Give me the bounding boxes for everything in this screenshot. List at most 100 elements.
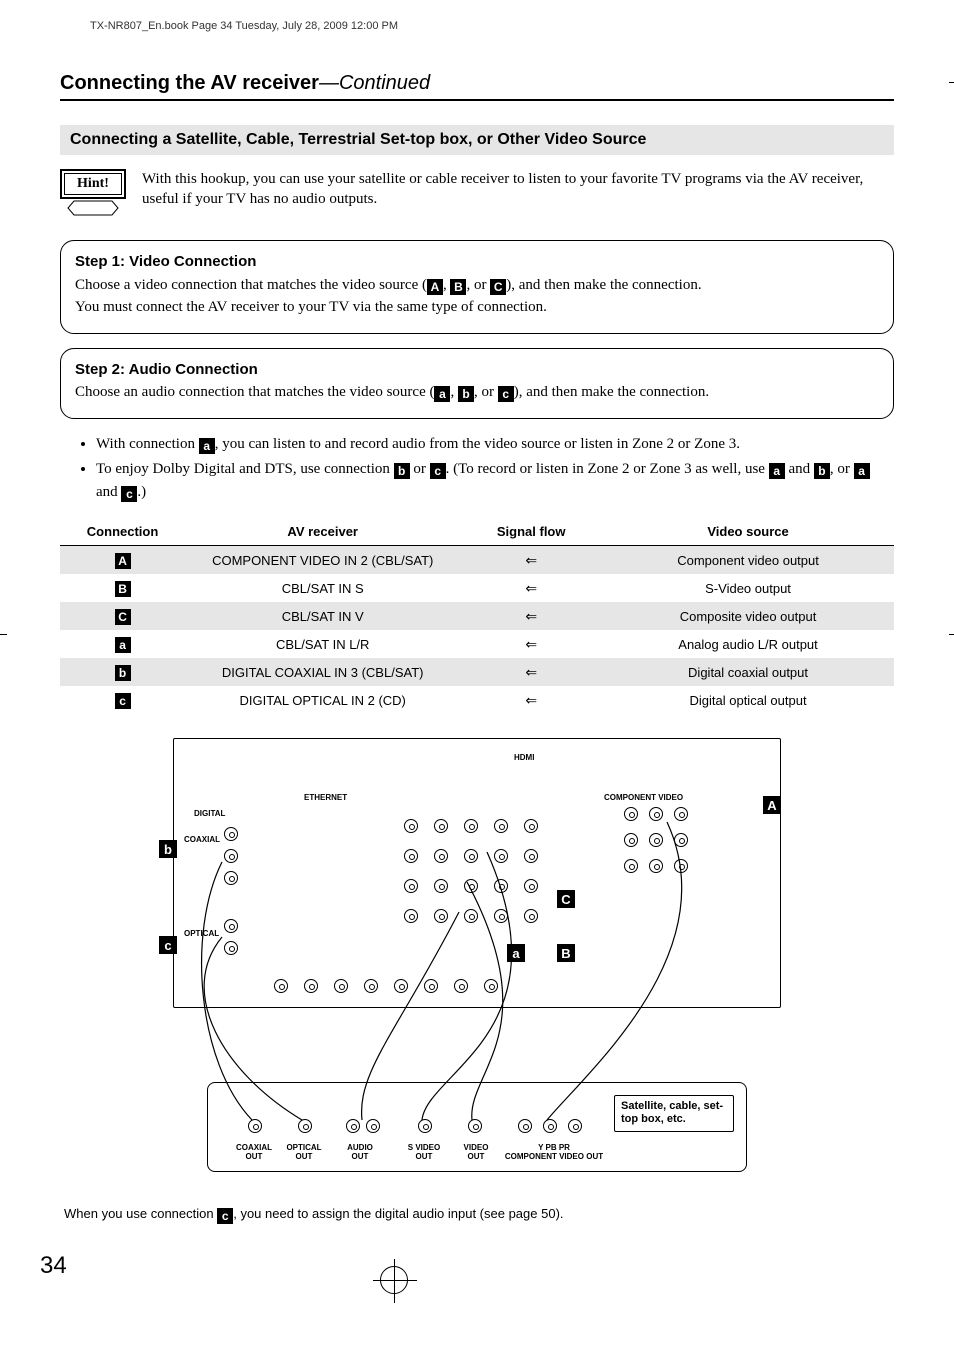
out-label-coax: COAXIAL OUT <box>234 1143 274 1161</box>
step1-line1b: ), and then make the connection. <box>506 277 701 293</box>
badge-c-icon: C <box>490 279 506 295</box>
hint-graphic: Hint! <box>60 169 126 222</box>
cell-source: Digital optical output <box>602 686 894 714</box>
jack-icon <box>224 919 238 933</box>
step1-line1a: Choose a video connection that matches t… <box>75 277 427 293</box>
jack-icon <box>494 879 508 893</box>
badge-c-lc-icon: c <box>430 463 446 479</box>
jack-icon <box>464 819 478 833</box>
jack-icon <box>454 979 468 993</box>
footer-note: When you use connection c, you need to a… <box>64 1206 894 1224</box>
jack-icon <box>524 849 538 863</box>
out-label-svideo: S VIDEO OUT <box>402 1143 446 1161</box>
page-title: Connecting the AV receiver—Continued <box>60 72 894 101</box>
step2-title: Step 2: Audio Connection <box>75 359 879 382</box>
jack-icon <box>524 879 538 893</box>
diag-badge-c-lc: c <box>159 936 177 954</box>
diag-badge-a-uc: A <box>763 796 781 814</box>
out-label-audio: AUDIO OUT <box>340 1143 380 1161</box>
footer-note-b: , you need to assign the digital audio i… <box>233 1206 563 1221</box>
th-connection: Connection <box>60 518 185 546</box>
cell-flow: ⇐ <box>460 658 602 686</box>
jack-icon <box>394 979 408 993</box>
jack-icon <box>674 833 688 847</box>
cell-receiver: CBL/SAT IN S <box>185 574 460 602</box>
page-title-continued: —Continued <box>319 72 430 94</box>
jack-icon <box>274 979 288 993</box>
cell-flow: ⇐ <box>460 630 602 658</box>
diag-label-component: COMPONENT VIDEO <box>604 793 683 802</box>
row-badge: B <box>115 581 131 597</box>
table-row: bDIGITAL COAXIAL IN 3 (CBL/SAT)⇐Digital … <box>60 658 894 686</box>
list-item: With connection a, you can listen to and… <box>96 433 894 456</box>
jack-icon <box>543 1119 557 1133</box>
hint-badge: Hint! <box>60 169 126 199</box>
jack-icon <box>404 819 418 833</box>
page-number: 34 <box>40 1252 894 1280</box>
jack-icon <box>434 849 448 863</box>
jack-icon <box>434 819 448 833</box>
jack-icon <box>224 941 238 955</box>
cell-source: Analog audio L/R output <box>602 630 894 658</box>
jack-icon <box>366 1119 380 1133</box>
badge-a-icon: A <box>427 279 443 295</box>
bullet2c: and <box>785 461 814 477</box>
cell-source: Composite video output <box>602 602 894 630</box>
hint-row: Hint! With this hookup, you can use your… <box>60 169 894 222</box>
cell-flow: ⇐ <box>460 546 602 575</box>
cell-source: Component video output <box>602 546 894 575</box>
diag-badge-b-lc: b <box>159 840 177 858</box>
th-flow: Signal flow <box>460 518 602 546</box>
badge-a-lc-icon: a <box>434 386 450 402</box>
step2-line1: Choose an audio connection that matches … <box>75 381 879 404</box>
out-label-comp: Y PB PR COMPONENT VIDEO OUT <box>504 1143 604 1161</box>
table-row: aCBL/SAT IN L/R⇐Analog audio L/R output <box>60 630 894 658</box>
out-label-video: VIDEO OUT <box>456 1143 496 1161</box>
bullet2a: To enjoy Dolby Digital and DTS, use conn… <box>96 461 394 477</box>
jack-icon <box>434 879 448 893</box>
badge-b-lc-icon: b <box>394 463 410 479</box>
jack-icon <box>468 1119 482 1133</box>
jack-icon <box>568 1119 582 1133</box>
row-badge: A <box>115 553 131 569</box>
jack-icon <box>224 849 238 863</box>
diag-badge-c-uc: C <box>557 890 575 908</box>
table-row: B CBL/SAT IN S⇐S-Video output <box>60 574 894 602</box>
bullet2d: , or <box>830 461 854 477</box>
step2-line1a: Choose an audio connection that matches … <box>75 384 434 400</box>
badge-b-icon: B <box>450 279 466 295</box>
diag-badge-b-uc: B <box>557 944 575 962</box>
diag-label-ethernet: ETHERNET <box>304 793 347 802</box>
row-badge: b <box>115 665 131 681</box>
th-receiver: AV receiver <box>185 518 460 546</box>
step2-line1b: ), and then make the connection. <box>514 384 709 400</box>
footer-note-a: When you use connection <box>64 1206 217 1221</box>
step1-title: Step 1: Video Connection <box>75 251 879 274</box>
jack-icon <box>418 1119 432 1133</box>
badge-a-lc-icon: a <box>199 438 215 454</box>
diag-label-coaxial: COAXIAL <box>184 835 220 844</box>
badge-b-lc-icon: b <box>458 386 474 402</box>
bullet2e: and <box>96 484 121 500</box>
jack-icon <box>624 807 638 821</box>
hint-label: Hint! <box>64 173 122 195</box>
book-header: TX-NR807_En.book Page 34 Tuesday, July 2… <box>90 20 894 32</box>
step1-line1: Choose a video connection that matches t… <box>75 274 879 297</box>
table-header-row: Connection AV receiver Signal flow Video… <box>60 518 894 546</box>
table-row: CCBL/SAT IN V⇐Composite video output <box>60 602 894 630</box>
connection-table: Connection AV receiver Signal flow Video… <box>60 518 894 714</box>
jack-icon <box>304 979 318 993</box>
jack-icon <box>464 849 478 863</box>
badge-c-lc-icon: c <box>498 386 514 402</box>
cell-flow: ⇐ <box>460 574 602 602</box>
badge-b-lc-icon: b <box>814 463 830 479</box>
jack-icon <box>674 859 688 873</box>
out-label-opt: OPTICAL OUT <box>284 1143 324 1161</box>
diag-badge-a-lc: a <box>507 944 525 962</box>
cell-source: S-Video output <box>602 574 894 602</box>
jack-icon <box>624 833 638 847</box>
jack-icon <box>248 1119 262 1133</box>
bullet1b: , you can listen to and record audio fro… <box>215 436 740 452</box>
jack-icon <box>464 909 478 923</box>
bullet2b: . (To record or listen in Zone 2 or Zone… <box>446 461 769 477</box>
